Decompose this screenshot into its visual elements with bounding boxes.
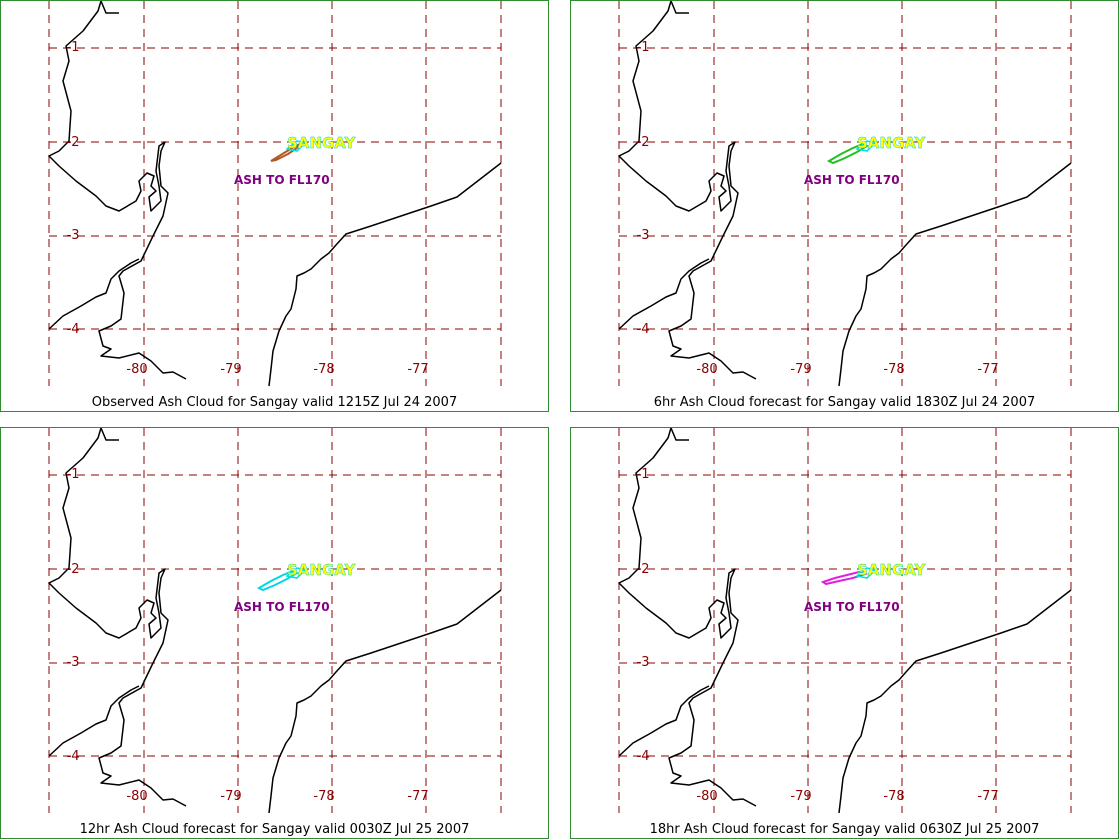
latitude-label: -3 bbox=[67, 655, 80, 670]
south-coastline bbox=[48, 258, 140, 330]
south-coastline bbox=[618, 685, 710, 757]
longitude-label: -79 bbox=[220, 362, 241, 377]
ash-height-annotation: ASH TO FL170 bbox=[804, 600, 900, 614]
eastern-boundary-line bbox=[268, 162, 502, 387]
longitude-label: -78 bbox=[883, 362, 904, 377]
eastern-boundary-line bbox=[838, 162, 1072, 387]
panel-title: Observed Ash Cloud for Sangay valid 1215… bbox=[91, 395, 458, 410]
latitude-label: -2 bbox=[637, 562, 650, 577]
north-coast-tick bbox=[100, 1, 119, 14]
eastern-boundary-line bbox=[268, 589, 502, 814]
ash-height-annotation: ASH TO FL170 bbox=[804, 173, 900, 187]
latitude-label: -2 bbox=[67, 562, 80, 577]
panel-title: 6hr Ash Cloud forecast for Sangay valid … bbox=[653, 395, 1036, 410]
map-panel-3: -1 -2 -3 -4 -80 -79 -78 -77 SANGAY ASH TO FL170 12… bbox=[0, 427, 549, 839]
north-coast-tick bbox=[670, 428, 689, 441]
longitude-label: -78 bbox=[313, 362, 334, 377]
latitude-label: -3 bbox=[637, 228, 650, 243]
west-coastline bbox=[618, 428, 757, 807]
eastern-boundary-line bbox=[838, 589, 1072, 814]
ash-cloud-polygon bbox=[270, 143, 301, 162]
longitude-label: -80 bbox=[126, 789, 147, 804]
north-coast-tick bbox=[670, 1, 689, 14]
longitude-label: -77 bbox=[977, 362, 998, 377]
panel-title: 12hr Ash Cloud forecast for Sangay valid… bbox=[79, 822, 470, 837]
latitude-label: -1 bbox=[637, 467, 650, 482]
map-canvas: -1 -2 -3 -4 -80 -79 -78 -77 SANGAY ASH TO FL170 bbox=[618, 1, 1072, 387]
longitude-label: -79 bbox=[220, 789, 241, 804]
west-coastline bbox=[48, 428, 187, 807]
map-canvas: -1 -2 -3 -4 -80 -79 -78 -77 SANGAY ASH TO FL170 bbox=[48, 1, 502, 387]
latitude-label: -3 bbox=[67, 228, 80, 243]
longitude-label: -78 bbox=[883, 789, 904, 804]
latitude-label: -2 bbox=[637, 135, 650, 150]
volcano-name-label: SANGAY bbox=[287, 561, 356, 579]
latitude-label: -1 bbox=[637, 40, 650, 55]
latitude-label: -4 bbox=[67, 322, 80, 337]
latitude-label: -2 bbox=[67, 135, 80, 150]
latitude-label: -3 bbox=[637, 655, 650, 670]
longitude-label: -77 bbox=[407, 362, 428, 377]
ash-cloud-core bbox=[855, 140, 877, 152]
longitude-label: -80 bbox=[126, 362, 147, 377]
ash-cloud-polygon bbox=[820, 570, 869, 586]
volcano-name-label: SANGAY bbox=[857, 134, 926, 152]
longitude-label: -79 bbox=[790, 362, 811, 377]
longitude-label: -77 bbox=[977, 789, 998, 804]
volcano-name-label: SANGAY bbox=[857, 561, 926, 579]
north-coast-tick bbox=[100, 428, 119, 441]
map-panel-1: -1 -2 -3 -4 -80 -79 -78 -77 SANGAY ASH TO FL170 Ob… bbox=[0, 0, 549, 412]
latitude-label: -1 bbox=[67, 40, 80, 55]
ash-cloud-core bbox=[855, 567, 877, 579]
longitude-label: -80 bbox=[696, 362, 717, 377]
south-coastline bbox=[48, 685, 140, 757]
ash-cloud-core bbox=[285, 140, 307, 152]
west-coastline bbox=[618, 1, 757, 380]
longitude-label: -78 bbox=[313, 789, 334, 804]
longitude-label: -80 bbox=[696, 789, 717, 804]
longitude-label: -79 bbox=[790, 789, 811, 804]
ash-cloud-core bbox=[285, 567, 307, 579]
latitude-label: -4 bbox=[637, 749, 650, 764]
map-canvas: -1 -2 -3 -4 -80 -79 -78 -77 SANGAY ASH TO FL170 bbox=[48, 428, 502, 814]
ash-height-annotation: ASH TO FL170 bbox=[234, 173, 330, 187]
longitude-label: -77 bbox=[407, 789, 428, 804]
ash-cloud-polygon bbox=[826, 142, 870, 165]
west-coastline bbox=[48, 1, 187, 380]
map-panel-4: -1 -2 -3 -4 -80 -79 -78 -77 SANGAY ASH TO FL170 18… bbox=[570, 427, 1119, 839]
ash-height-annotation: ASH TO FL170 bbox=[234, 600, 330, 614]
latitude-label: -4 bbox=[67, 749, 80, 764]
latitude-label: -4 bbox=[637, 322, 650, 337]
ash-cloud-polygon bbox=[256, 569, 300, 592]
south-coastline bbox=[618, 258, 710, 330]
latitude-label: -1 bbox=[67, 467, 80, 482]
panel-title: 18hr Ash Cloud forecast for Sangay valid… bbox=[649, 822, 1040, 837]
map-panel-2: -1 -2 -3 -4 -80 -79 -78 -77 SANGAY ASH TO FL170 6h… bbox=[570, 0, 1119, 412]
map-canvas: -1 -2 -3 -4 -80 -79 -78 -77 SANGAY ASH TO FL170 bbox=[618, 428, 1072, 814]
volcano-name-label: SANGAY bbox=[287, 134, 356, 152]
